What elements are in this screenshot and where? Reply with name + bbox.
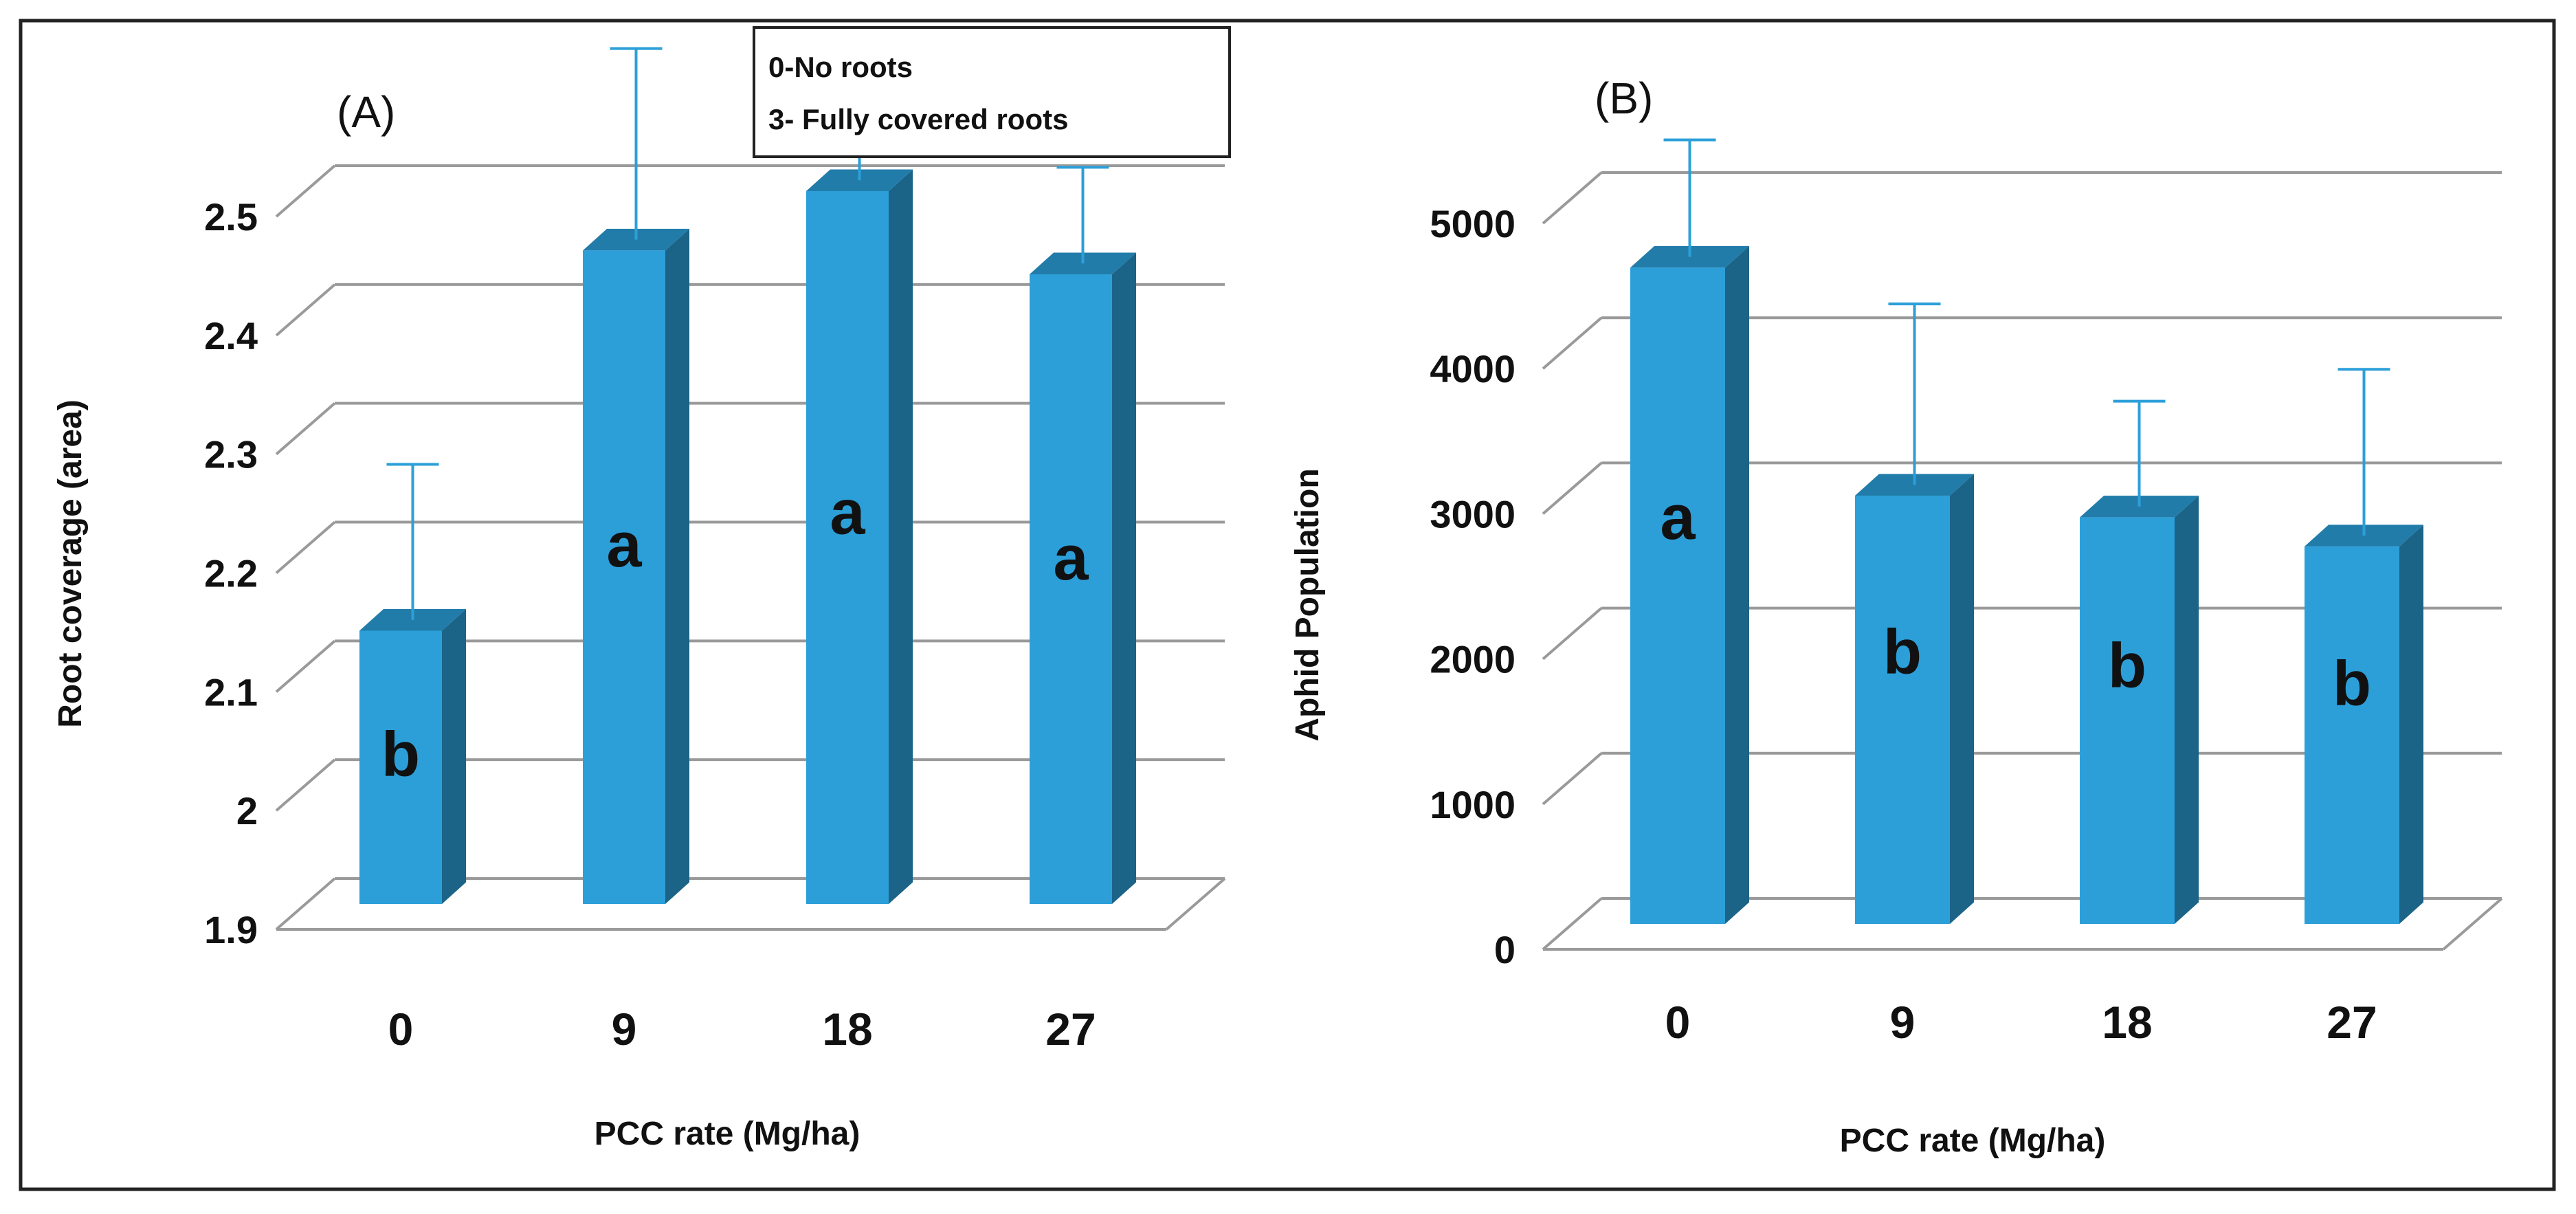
panel-b-gridlines <box>1542 171 2503 951</box>
panel-b-significance-letter: b <box>2108 630 2146 700</box>
panel-a-y-axis-label: Root coverage (area) <box>52 399 89 728</box>
legend-box: 0-No roots 3- Fully covered roots <box>753 26 1231 158</box>
panel-b-significance-letters: a b b b <box>1660 483 2371 718</box>
panel-a-significance-letter: b <box>381 719 420 789</box>
panel-b-gridline-diagonal <box>1542 607 1603 661</box>
panel-b-y-ticks: 0 1000 2000 3000 4000 5000 <box>1430 202 1515 971</box>
panel-b-bar-side <box>1725 245 1749 925</box>
panel-b-bar <box>1630 267 1725 925</box>
panel-a-y-tick-label: 2 <box>236 789 258 832</box>
panel-b-significance-letter: b <box>1883 617 1922 687</box>
panel-b-bar <box>2080 517 2175 924</box>
panel-b-y-tick-label: 3000 <box>1430 492 1515 536</box>
panel-b-x-axis-label: PCC rate (Mg/ha) <box>1840 1123 2106 1159</box>
panel-b-significance-letter: b <box>2333 649 2371 719</box>
panel-b-y-tick-label: 1000 <box>1430 783 1515 826</box>
panel-a-bar <box>583 250 665 905</box>
panel-a-x-ticks: 0 9 18 27 <box>388 1004 1096 1055</box>
panel-a-y-tick-label: 1.9 <box>204 908 258 951</box>
panel-b-significance-letter: a <box>1660 483 1696 553</box>
panel-b-bars <box>1630 245 2423 925</box>
panel-b-floor-edge-side <box>2442 897 2503 951</box>
panel-a-y-tick-label: 2.1 <box>204 670 258 714</box>
panel-a-significance-letter: a <box>606 510 642 580</box>
panel-b-bar-side <box>2175 496 2199 924</box>
legend-line-2: 3- Fully covered roots <box>768 103 1068 135</box>
panel-b-error-bars <box>1663 138 2390 536</box>
panel-a-gridline-diagonal <box>275 283 336 337</box>
panel-a-chart: b a a a 1.9 2 2.1 2.2 2.3 2.4 2.5 0 9 18 27 (A) Root… <box>52 26 1231 1152</box>
panel-b-y-tick-label: 4000 <box>1430 347 1515 390</box>
figure-frame <box>19 19 2556 1191</box>
panel-a-gridline-diagonal <box>275 164 336 218</box>
panel-a-y-tick-label: 2.2 <box>204 552 258 595</box>
panel-a-bar <box>359 630 442 904</box>
panel-b-bar <box>1855 495 1950 924</box>
legend-frame <box>753 26 1231 158</box>
panel-a-significance-letter: a <box>830 478 865 548</box>
panel-a-gridline-diagonal <box>275 402 336 456</box>
panel-b-x-tick-label: 18 <box>2102 997 2152 1048</box>
panel-a-label: (A) <box>337 87 395 137</box>
panel-a-significance-letters: b a a a <box>381 478 1089 790</box>
panel-a-y-tick-label: 2.3 <box>204 433 258 476</box>
panel-a-gridline-diagonal <box>275 758 336 812</box>
panel-a-y-tick-label: 2.5 <box>204 195 258 239</box>
panel-a-significance-letter: a <box>1053 523 1089 593</box>
panel-a-x-tick-label: 27 <box>1045 1004 1096 1055</box>
panel-a-gridline-diagonal <box>275 639 336 693</box>
panel-b-gridline-diagonal <box>1542 171 1603 225</box>
panel-a-gridline-diagonal <box>275 877 336 931</box>
panel-b-y-tick-label: 2000 <box>1430 638 1515 681</box>
panel-b-y-tick-label: 0 <box>1494 928 1515 971</box>
panel-b-label: (B) <box>1595 74 1653 123</box>
panel-a-gridline-diagonal <box>275 520 336 575</box>
panel-b-x-tick-label: 9 <box>1890 997 1916 1048</box>
panel-a-x-axis-label: PCC rate (Mg/ha) <box>595 1116 860 1152</box>
panel-a-bar-side <box>665 228 689 905</box>
panel-a-bar-side <box>442 608 466 904</box>
panel-b-bar-side <box>1950 474 1974 924</box>
panel-b-gridline-diagonal <box>1542 897 1603 951</box>
legend-line-1: 0-No roots <box>768 51 913 83</box>
panel-b-gridline-diagonal <box>1542 461 1603 515</box>
panel-a-bar <box>1030 274 1112 904</box>
panel-b-x-tick-label: 0 <box>1665 997 1691 1048</box>
panel-b-gridline-diagonal <box>1542 316 1603 370</box>
panel-b-gridline-diagonal <box>1542 752 1603 806</box>
panel-a-floor-edge-side <box>1165 877 1226 931</box>
panel-a-y-ticks: 1.9 2 2.1 2.2 2.3 2.4 2.5 <box>204 195 258 951</box>
panel-b-x-ticks: 0 9 18 27 <box>1665 997 2377 1048</box>
panel-a-x-tick-label: 0 <box>388 1004 414 1055</box>
panel-a-bars <box>359 169 1136 905</box>
panel-a-bar <box>806 191 889 904</box>
panel-a-bar-side <box>1112 252 1136 904</box>
panel-b-y-axis-label: Aphid Population <box>1289 468 1326 741</box>
panel-a-x-tick-label: 9 <box>612 1004 637 1055</box>
panel-b-bar-side <box>2399 525 2423 924</box>
panel-b-bar <box>2305 546 2399 924</box>
panel-b-y-tick-label: 5000 <box>1430 202 1515 245</box>
panel-b-chart: a b b b 0 1000 2000 3000 4000 5000 0 9 18 27 (B) Ap… <box>1289 74 2503 1159</box>
panel-a-y-tick-label: 2.4 <box>204 314 258 357</box>
panel-b-x-tick-label: 27 <box>2327 997 2377 1048</box>
panel-a-x-tick-label: 18 <box>822 1004 872 1055</box>
panel-a-bar-side <box>889 169 913 904</box>
